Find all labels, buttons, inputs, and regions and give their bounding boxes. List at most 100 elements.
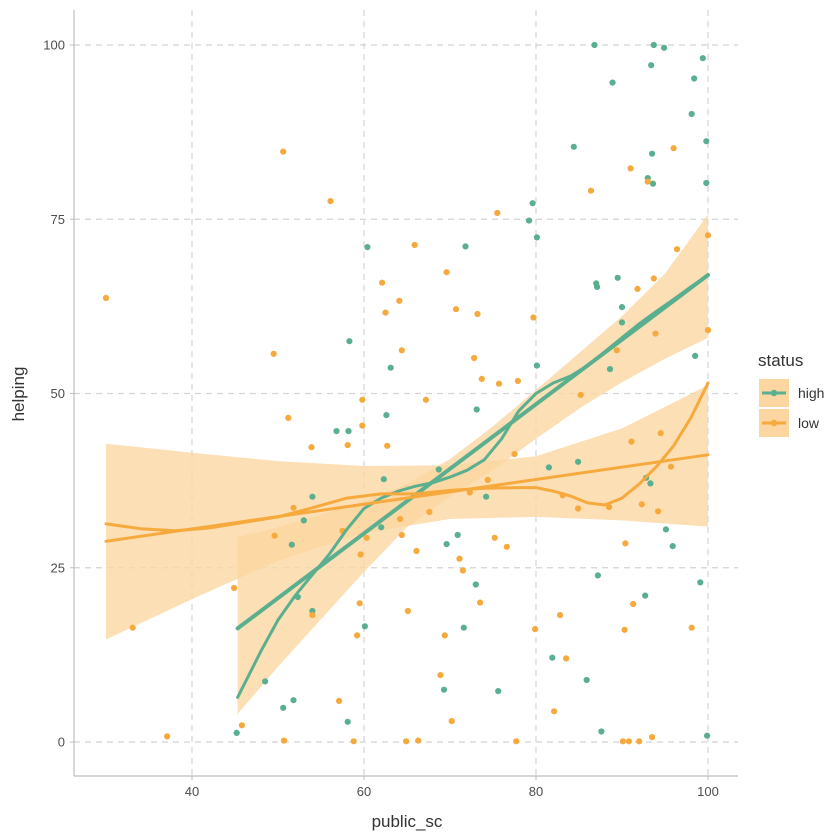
data-point-high (460, 624, 467, 631)
data-point-high (533, 234, 541, 241)
data-point-high (697, 579, 704, 586)
data-point-high (594, 572, 602, 579)
data-point-high (609, 79, 616, 86)
fit-lines (104, 273, 710, 699)
data-point-high (649, 180, 657, 187)
y-tick-label: 100 (43, 38, 65, 53)
data-point-low (382, 309, 389, 316)
data-point-high (378, 524, 385, 531)
data-point-low (587, 187, 595, 194)
x-tick-label: 60 (357, 784, 371, 799)
data-point-low (627, 165, 634, 172)
data-point-low (478, 375, 485, 382)
data-point-low (466, 489, 473, 496)
data-point-low (309, 612, 316, 619)
data-point-high (570, 143, 577, 150)
data-point-high (454, 531, 461, 539)
data-point-low (354, 632, 361, 639)
data-point-high (533, 362, 541, 369)
data-point-high (290, 697, 297, 704)
data-point-low (459, 567, 466, 574)
data-point-low (280, 148, 287, 155)
y-tick-label: 75 (51, 212, 65, 227)
data-point-low (667, 463, 675, 470)
data-point-low (551, 708, 558, 715)
data-point-low (644, 178, 651, 185)
x-axis-title: public_sc (372, 812, 443, 831)
data-point-low (285, 414, 292, 421)
data-point-high (435, 466, 442, 473)
data-point-high (262, 678, 269, 685)
data-point-high (288, 541, 295, 548)
data-point-high (669, 543, 676, 550)
data-point-high (529, 200, 536, 207)
data-point-high (344, 718, 351, 725)
data-point-low (630, 600, 637, 608)
data-point-low (102, 294, 110, 302)
data-point-low (563, 655, 570, 662)
data-point-high (309, 493, 316, 500)
x-tick-label: 40 (185, 784, 199, 799)
data-point-high (647, 480, 654, 487)
data-point-low (398, 347, 405, 354)
data-point-low (688, 624, 695, 631)
data-point-low (613, 347, 620, 354)
data-point-low (636, 738, 643, 745)
data-point-low (606, 504, 613, 511)
data-point-low (397, 515, 404, 523)
y-tick-label: 25 (51, 560, 65, 575)
data-point-low (655, 508, 662, 515)
data-point-low (494, 209, 501, 217)
data-point-low (270, 350, 277, 357)
data-point-low (704, 232, 712, 239)
data-point-high (594, 283, 601, 290)
data-point-low (308, 444, 315, 451)
data-point-low (344, 442, 351, 449)
data-point-low (359, 396, 366, 403)
data-point-low (471, 354, 478, 362)
data-point-high (688, 110, 695, 118)
data-point-high (383, 412, 390, 419)
data-point-low (530, 314, 537, 321)
data-point-low (628, 438, 635, 445)
data-point-low (575, 505, 582, 512)
data-point-high (526, 217, 533, 224)
data-point-low (398, 531, 405, 539)
data-point-high (650, 41, 657, 49)
data-point-low (622, 540, 629, 547)
data-point-high (648, 62, 655, 69)
data-point-high (649, 150, 656, 157)
data-point-high (583, 676, 590, 684)
smooth-fit-high (236, 273, 710, 699)
data-point-low (396, 297, 403, 304)
data-point-high (333, 428, 340, 435)
data-point-high (495, 688, 502, 695)
data-point-low (491, 534, 498, 541)
data-point-high (345, 428, 352, 435)
data-point-low (271, 532, 278, 539)
data-point-low (621, 626, 628, 633)
data-point-low (290, 504, 297, 511)
data-point-low (477, 599, 484, 606)
data-point-low (413, 547, 420, 555)
data-point-low (650, 275, 657, 282)
data-point-low (511, 451, 518, 458)
data-point-low (357, 551, 364, 558)
data-point-low (484, 476, 491, 483)
x-tick-label: 100 (697, 784, 719, 799)
data-point-low (577, 391, 584, 398)
data-point-low (238, 722, 245, 729)
data-point-high (661, 44, 668, 51)
data-point-low (503, 543, 510, 550)
data-point-low (280, 737, 288, 744)
axes (70, 10, 738, 780)
data-point-low (456, 555, 463, 562)
data-point-high (662, 526, 670, 533)
data-point-high (591, 41, 598, 49)
data-point-high (606, 366, 614, 373)
data-point-high (443, 541, 450, 548)
confidence-band-low (106, 385, 708, 640)
smooth-fit-low (104, 381, 710, 533)
data-point-low (448, 718, 455, 725)
